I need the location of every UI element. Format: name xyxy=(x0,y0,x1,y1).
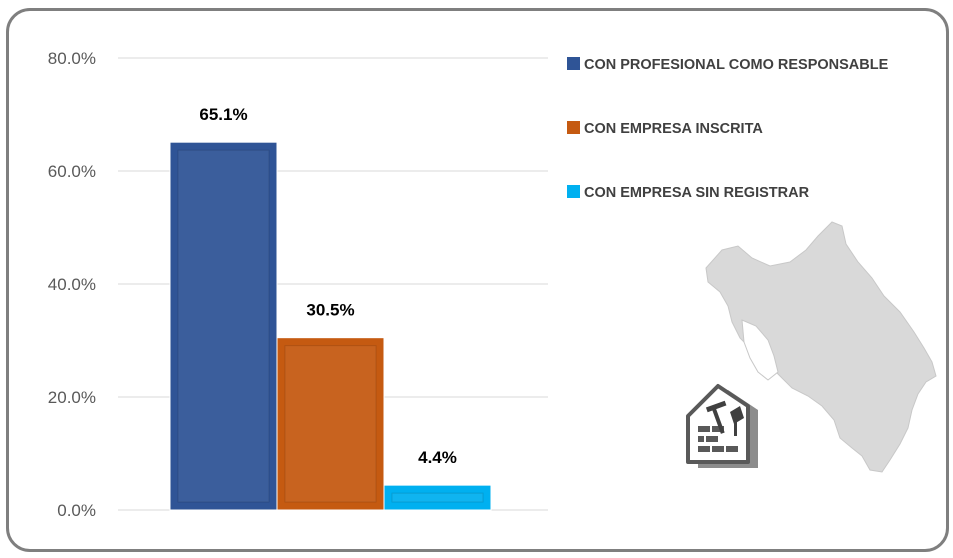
bar xyxy=(169,141,278,511)
nicoya-peninsula xyxy=(741,319,779,381)
legend-swatch xyxy=(567,121,580,134)
data-label: 4.4% xyxy=(418,448,457,467)
construction-house-icon xyxy=(686,384,758,468)
legend-swatch xyxy=(567,57,580,70)
legend: CON PROFESIONAL COMO RESPONSABLE CON EMPR… xyxy=(567,57,889,201)
bar xyxy=(383,484,492,511)
bar xyxy=(276,337,385,511)
legend-label: CON EMPRESA INSCRITA xyxy=(584,121,763,137)
bar-bevel xyxy=(391,492,484,503)
data-label: 65.1% xyxy=(199,105,247,124)
y-tick-label: 20.0% xyxy=(48,388,96,407)
legend-label: CON EMPRESA SIN REGISTRAR xyxy=(584,185,810,201)
bar-bevel xyxy=(284,345,377,503)
legend-swatch xyxy=(567,185,580,198)
y-tick-label: 80.0% xyxy=(48,49,96,68)
y-tick-label: 0.0% xyxy=(57,501,96,520)
bar-bevel xyxy=(177,149,270,503)
y-tick-label: 40.0% xyxy=(48,275,96,294)
y-axis-tick-labels: 0.0% 20.0% 40.0% 60.0% 80.0% xyxy=(48,49,96,520)
y-tick-label: 60.0% xyxy=(48,162,96,181)
legend-label: CON PROFESIONAL COMO RESPONSABLE xyxy=(584,57,889,73)
bars xyxy=(169,141,492,511)
data-labels: 65.1% 30.5% 4.4% xyxy=(199,105,456,467)
data-label: 30.5% xyxy=(306,301,354,320)
